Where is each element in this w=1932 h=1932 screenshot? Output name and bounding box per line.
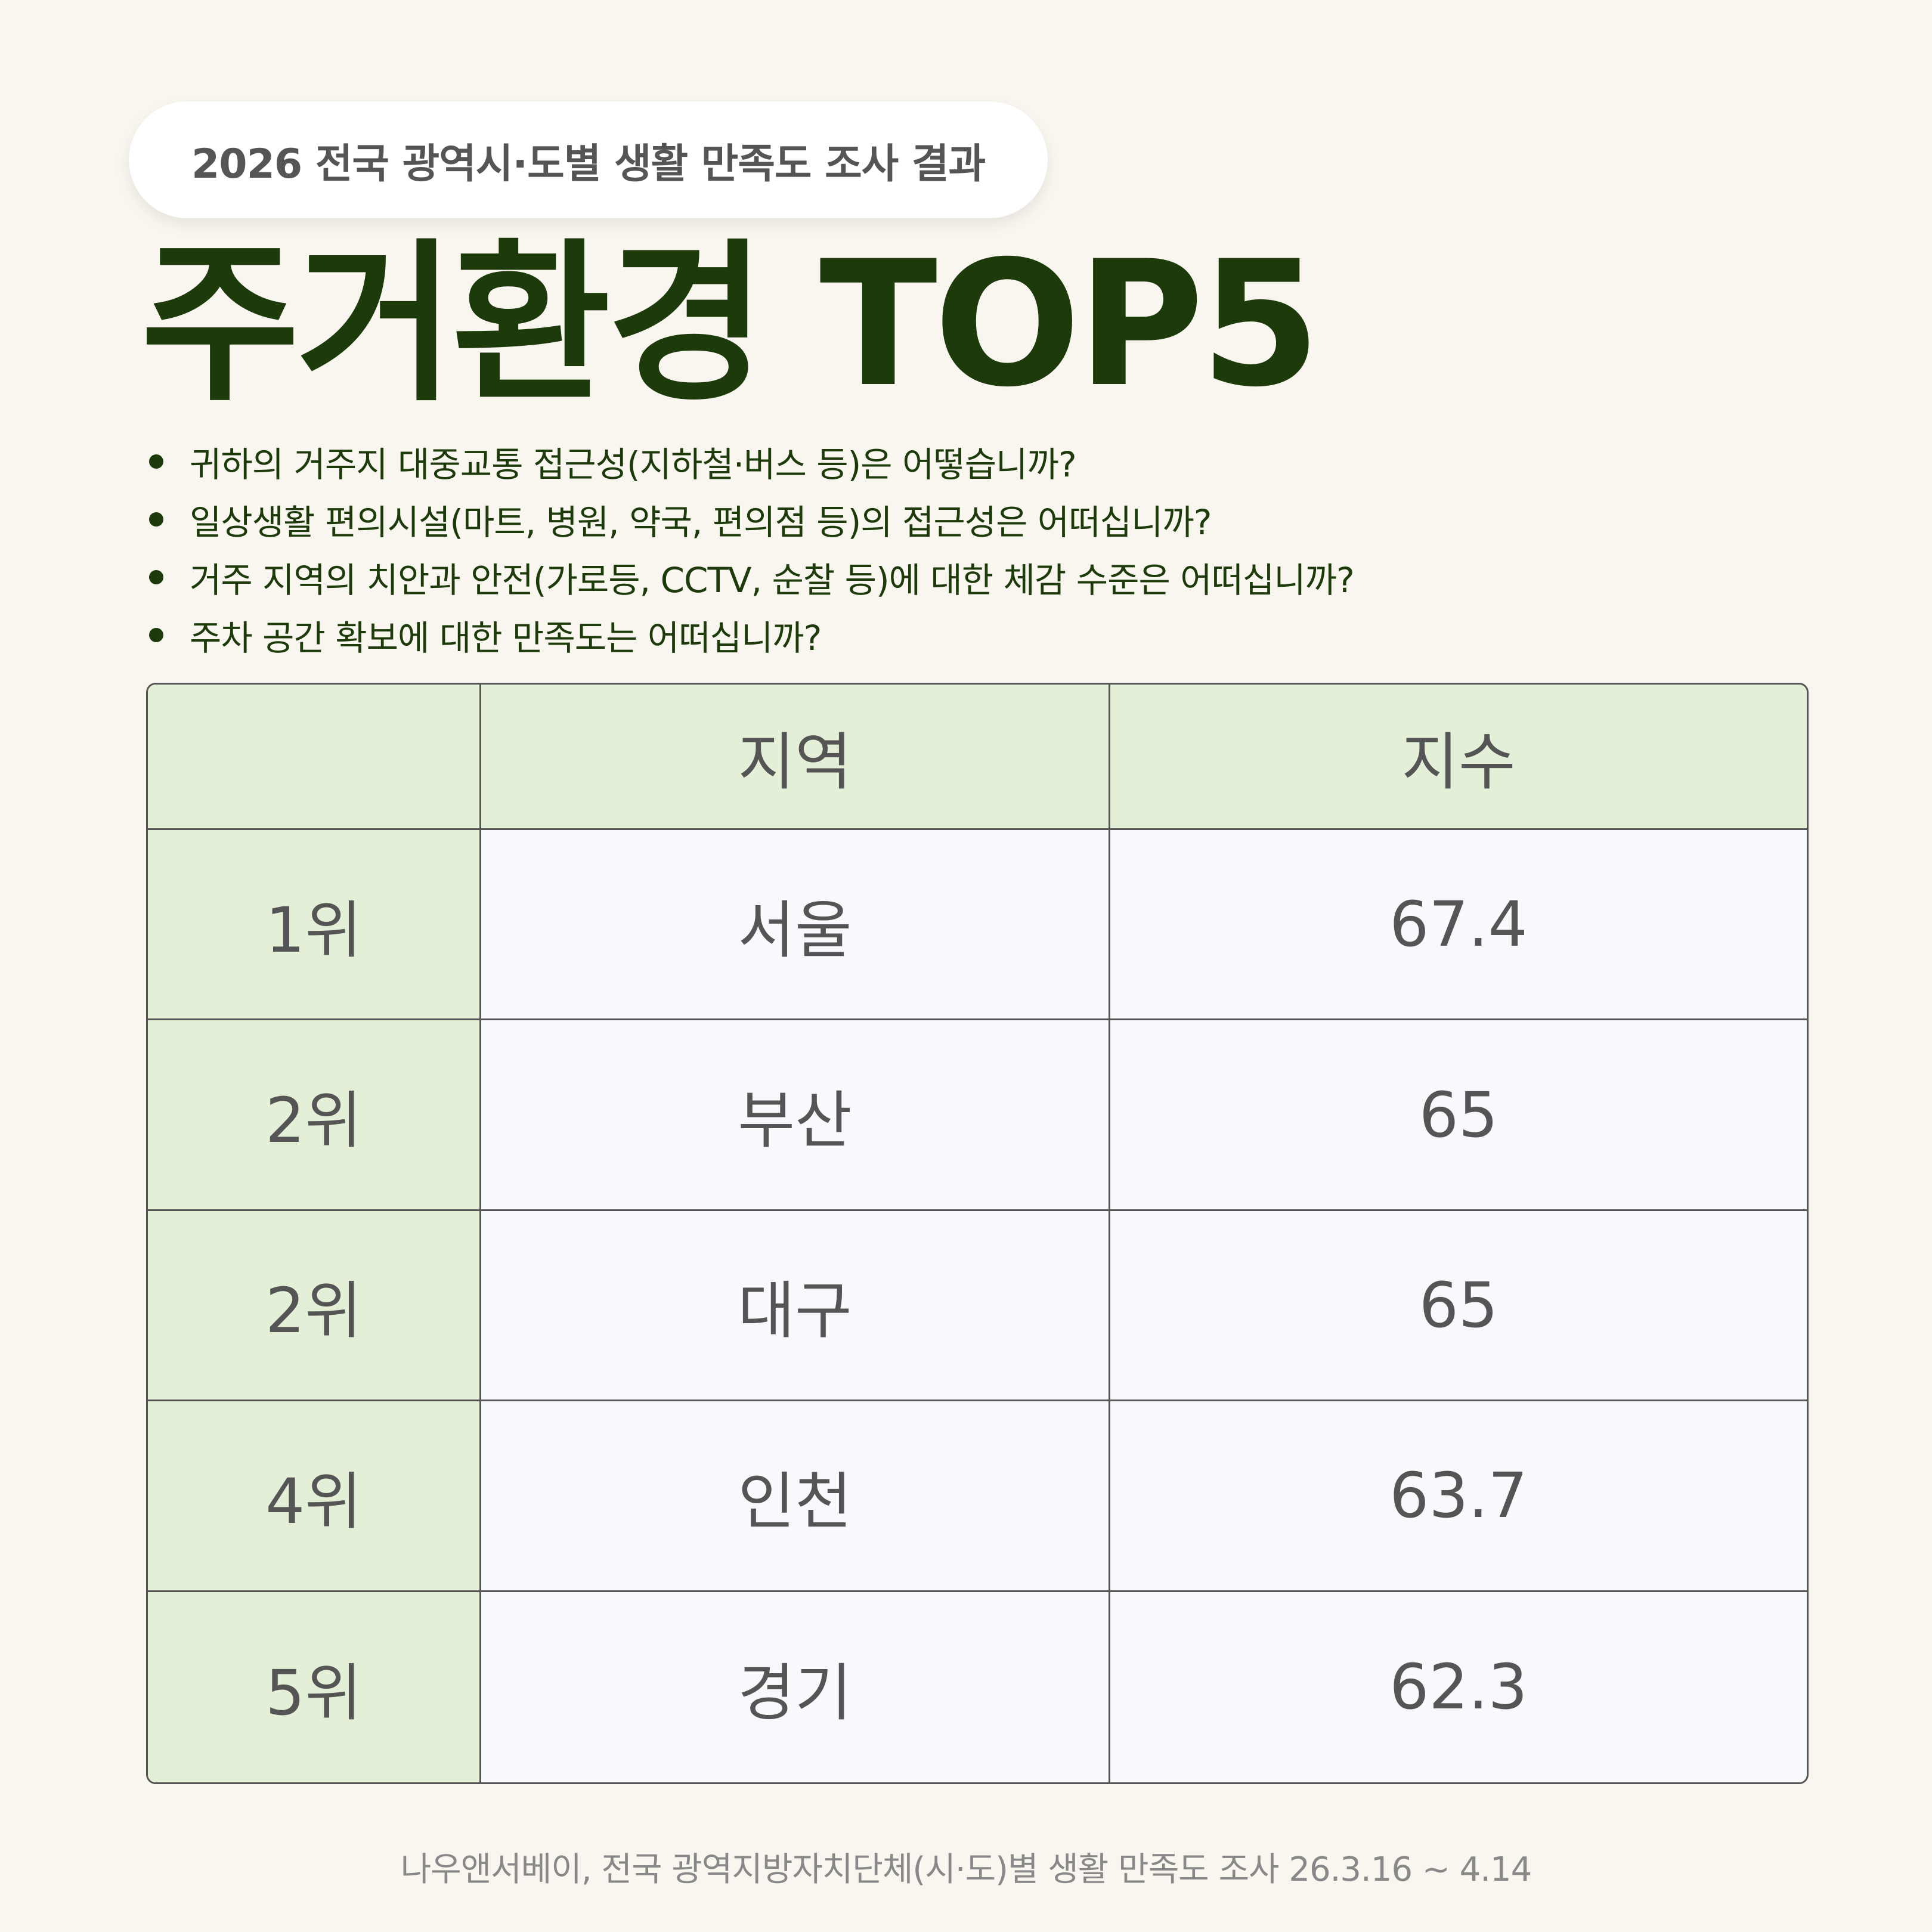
question-text: 주차 공간 확보에 대한 만족도는 어떠십니까? bbox=[190, 617, 822, 658]
region-cell: 부산 bbox=[481, 1020, 1110, 1211]
question-item: 거주 지역의 치안과 안전(가로등, CCTV, 순찰 등)에 대한 체감 수준… bbox=[149, 548, 1355, 606]
ranking-table: 지역 지수 1위 서울 67.4 2위 부산 65 2위 대구 65 4위 인천… bbox=[146, 683, 1809, 1784]
header-index: 지수 bbox=[1110, 685, 1807, 830]
page-title: 주거환경 TOP5 bbox=[141, 224, 1321, 425]
index-cell: 65 bbox=[1110, 1020, 1807, 1211]
survey-badge: 2026 전국 광역시·도별 생활 만족도 조사 결과 bbox=[129, 101, 1048, 218]
rank-cell: 2위 bbox=[148, 1020, 481, 1211]
bullet-icon bbox=[149, 627, 163, 642]
region-cell: 대구 bbox=[481, 1210, 1110, 1402]
header-region: 지역 bbox=[481, 685, 1110, 830]
rank-cell: 2위 bbox=[148, 1210, 481, 1402]
region-cell: 서울 bbox=[481, 830, 1110, 1021]
question-list: 귀하의 거주지 대중교통 접근성(지하철·버스 등)은 어떻습니까? 일상생활 … bbox=[149, 432, 1355, 664]
question-item: 주차 공간 확보에 대한 만족도는 어떠십니까? bbox=[149, 606, 1354, 664]
bullet-icon bbox=[149, 569, 163, 584]
question-text: 일상생활 편의시설(마트, 병원, 약국, 편의점 등)의 접근성은 어떠십니까… bbox=[190, 501, 1212, 543]
bullet-icon bbox=[149, 454, 163, 469]
index-cell: 67.4 bbox=[1110, 830, 1807, 1021]
header-rank bbox=[148, 685, 481, 830]
index-cell: 65 bbox=[1110, 1210, 1807, 1402]
source-footnote: 나우앤서베이, 전국 광역지방자치단체(시·도)별 생활 만족도 조사 26.3… bbox=[400, 1850, 1532, 1889]
index-cell: 63.7 bbox=[1110, 1401, 1807, 1592]
question-text: 귀하의 거주지 대중교통 접근성(지하철·버스 등)은 어떻습니까? bbox=[190, 444, 1077, 485]
survey-badge-text: 2026 전국 광역시·도별 생활 만족도 조사 결과 bbox=[191, 140, 986, 188]
rank-cell: 5위 bbox=[148, 1592, 481, 1782]
index-cell: 62.3 bbox=[1110, 1592, 1807, 1782]
region-cell: 인천 bbox=[481, 1401, 1110, 1592]
region-cell: 경기 bbox=[481, 1592, 1110, 1782]
question-item: 귀하의 거주지 대중교통 접근성(지하철·버스 등)은 어떻습니까? bbox=[149, 432, 1354, 490]
rank-cell: 4위 bbox=[148, 1401, 481, 1592]
rank-cell: 1위 bbox=[148, 830, 481, 1021]
bullet-icon bbox=[149, 512, 163, 527]
question-text: 거주 지역의 치안과 안전(가로등, CCTV, 순찰 등)에 대한 체감 수준… bbox=[190, 559, 1355, 600]
question-item: 일상생활 편의시설(마트, 병원, 약국, 편의점 등)의 접근성은 어떠십니까… bbox=[149, 490, 1354, 548]
